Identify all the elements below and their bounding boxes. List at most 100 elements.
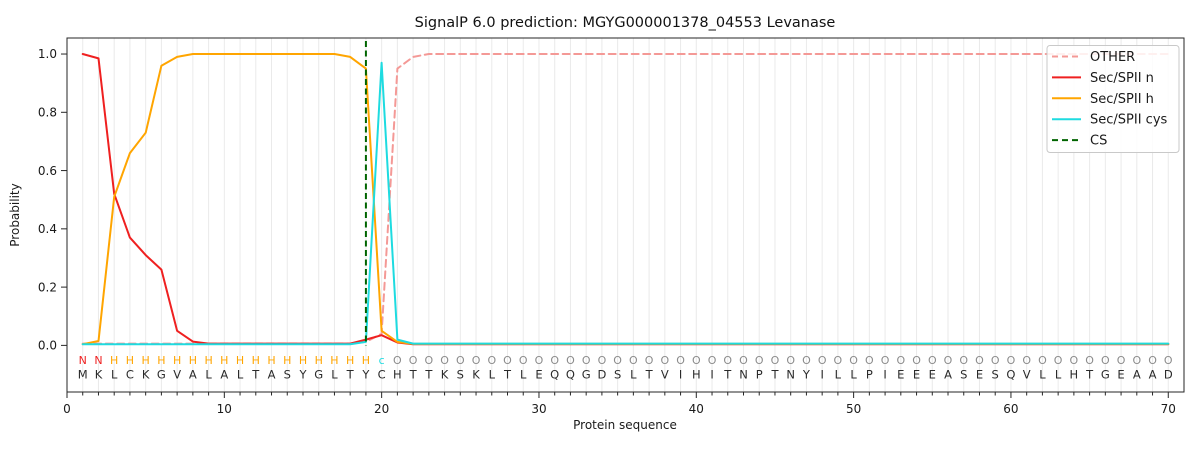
residue-letter: G: [1101, 368, 1110, 382]
residue-letter: T: [1085, 368, 1094, 382]
x-axis-label: Protein sequence: [573, 418, 677, 432]
residue-letter: L: [205, 368, 212, 382]
residue-letter: E: [1117, 368, 1124, 382]
residue-letter: S: [284, 368, 291, 382]
legend-label: CS: [1090, 134, 1107, 149]
series-sec-spii-h: [81, 53, 1170, 346]
residue-letter: K: [441, 368, 449, 382]
annotation-letter: H: [330, 354, 338, 367]
y-tick-label: 0.2: [38, 280, 57, 294]
residue-letter: D: [597, 368, 606, 382]
residue-letter: N: [739, 368, 748, 382]
annotation-letter: O: [535, 354, 544, 367]
annotation-letter: O: [755, 354, 764, 367]
annotation-letter: H: [267, 354, 275, 367]
annotation-letter: H: [346, 354, 354, 367]
annotation-letter: O: [425, 354, 434, 367]
residue-letter: K: [142, 368, 150, 382]
residue-letter: S: [960, 368, 967, 382]
residue-letter: K: [95, 368, 103, 382]
annotation-letter: H: [157, 354, 165, 367]
annotation-letter: O: [802, 354, 811, 367]
annotation-letter: H: [283, 354, 291, 367]
x-tick-label: 50: [846, 402, 861, 416]
residue-letter: L: [111, 368, 118, 382]
legend: OTHER Sec/SPII n Sec/SPII h Sec/SPII cys CS: [1046, 45, 1180, 153]
x-tick-label: 0: [63, 402, 71, 416]
annotation-letter: H: [142, 354, 150, 367]
annotation-letter: N: [94, 354, 102, 367]
residue-letter: G: [582, 368, 591, 382]
annotation-letter: O: [566, 354, 575, 367]
residue-letter: L: [630, 368, 637, 382]
annotation-letter: O: [519, 354, 528, 367]
residue-letter: G: [314, 368, 323, 382]
residue-letter: Y: [298, 368, 307, 382]
annotation-letter: O: [865, 354, 874, 367]
annotation-letter: O: [991, 354, 1000, 367]
residue-letter: V: [1023, 368, 1031, 382]
residue-letter: A: [268, 368, 276, 382]
annotation-letter: H: [236, 354, 244, 367]
annotation-letter: O: [456, 354, 465, 367]
residue-letter: L: [520, 368, 527, 382]
annotation-letter: O: [1132, 354, 1141, 367]
annotation-letter: O: [503, 354, 512, 367]
annotation-letter: O: [440, 354, 449, 367]
legend-label: OTHER: [1090, 50, 1135, 65]
annotation-letter: O: [550, 354, 559, 367]
residue-letter: Q: [1006, 368, 1015, 382]
annotation-letter: O: [660, 354, 669, 367]
annotation-letter: O: [629, 354, 638, 367]
annotation-letter: H: [204, 354, 212, 367]
y-tick-label: 0.8: [38, 105, 57, 119]
residue-letter: P: [756, 368, 763, 382]
residue-letter: H: [393, 368, 402, 382]
gridlines: [82, 38, 1169, 392]
residue-letter: T: [645, 368, 654, 382]
annotation-letter: H: [173, 354, 181, 367]
annotation-letter: O: [1148, 354, 1157, 367]
x-tick-label: 10: [217, 402, 232, 416]
annotation-letter: O: [959, 354, 968, 367]
annotation-letter: O: [786, 354, 795, 367]
annotation-letter: O: [692, 354, 701, 367]
annotation-letter: H: [220, 354, 228, 367]
annotation-letter: O: [723, 354, 732, 367]
annotation-letter: O: [676, 354, 685, 367]
residue-letter: S: [992, 368, 999, 382]
residue-letter: M: [78, 368, 88, 382]
annotation-letter: O: [1038, 354, 1047, 367]
residue-letter: Y: [361, 368, 370, 382]
legend-label: Sec/SPII cys: [1090, 113, 1168, 128]
residue-letter: I: [679, 368, 682, 382]
annotation-letter: O: [1054, 354, 1063, 367]
residue-letter: A: [189, 368, 197, 382]
residue-letter: H: [1070, 368, 1079, 382]
annotation-letter: H: [252, 354, 260, 367]
y-tick-label: 0.6: [38, 164, 57, 178]
annotation-letter: O: [849, 354, 858, 367]
residue-letter: E: [929, 368, 936, 382]
residue-letter: T: [503, 368, 512, 382]
annotation-letter: O: [613, 354, 622, 367]
residue-letter: L: [489, 368, 496, 382]
annotation-letter: O: [1070, 354, 1079, 367]
residue-letter: A: [1149, 368, 1157, 382]
residue-letter: P: [866, 368, 873, 382]
annotation-letter: O: [409, 354, 418, 367]
residue-letter: S: [457, 368, 464, 382]
residue-letter: G: [157, 368, 166, 382]
annotation-letter: H: [110, 354, 118, 367]
residue-letter: T: [251, 368, 260, 382]
residue-letter: N: [786, 368, 795, 382]
x-tick-label: 60: [1003, 402, 1018, 416]
residue-letter: V: [661, 368, 669, 382]
annotation-letter: c: [379, 354, 385, 367]
legend-box: [1046, 45, 1180, 153]
annotation-letter: O: [1085, 354, 1094, 367]
annotation-letter: H: [189, 354, 197, 367]
annotation-letter: O: [1022, 354, 1031, 367]
residue-letter: A: [1133, 368, 1141, 382]
